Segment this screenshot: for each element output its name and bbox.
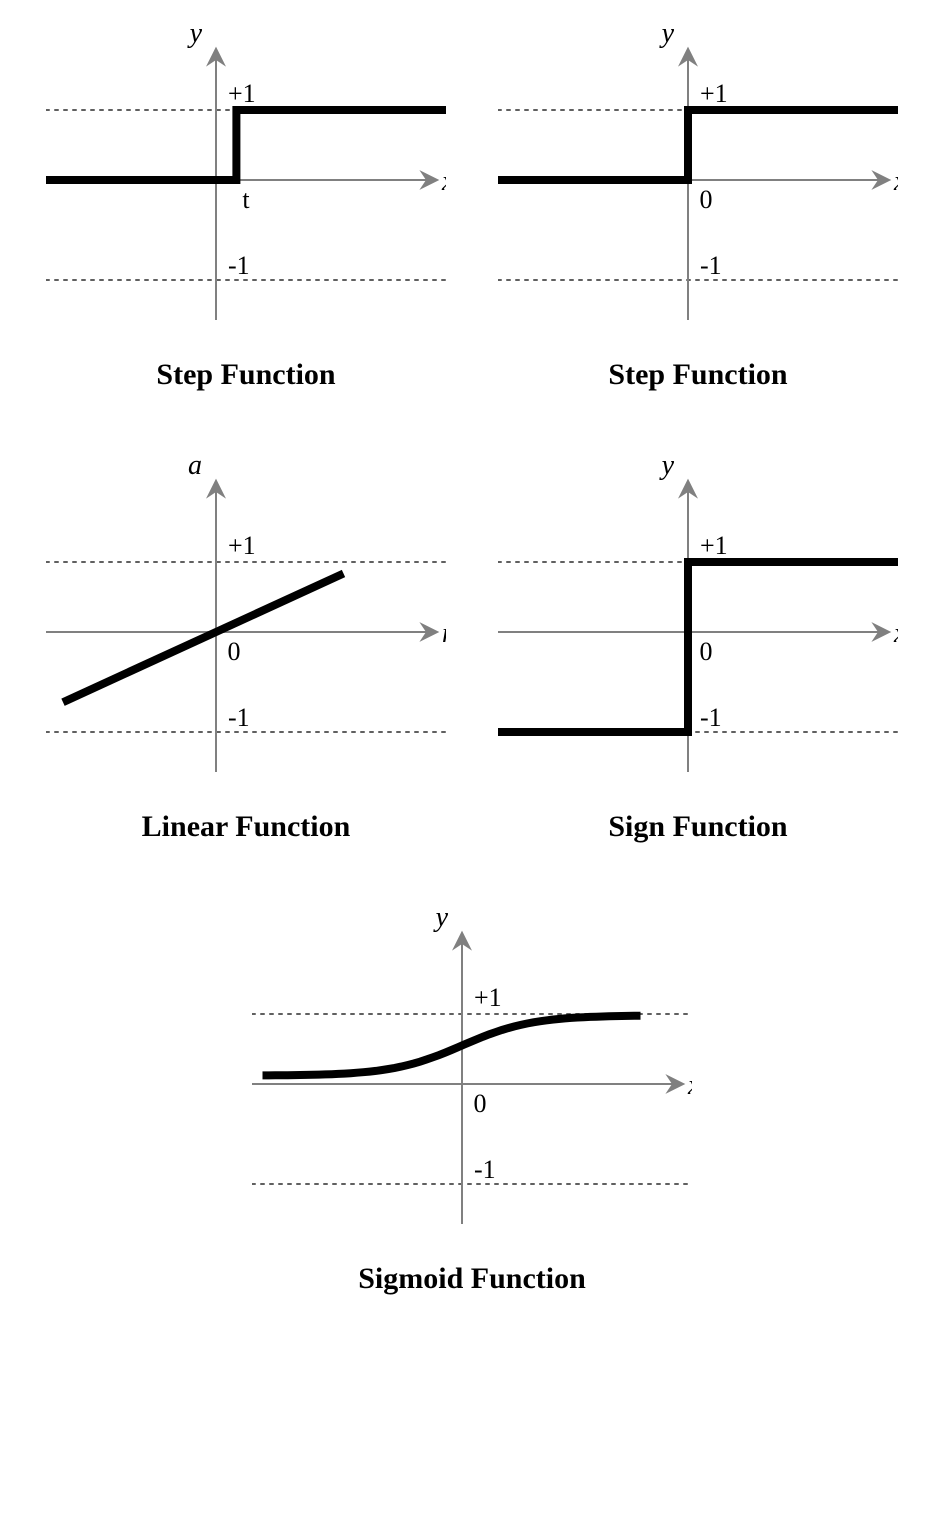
minus-one-label: -1 bbox=[700, 703, 722, 732]
title-linear: Linear Function bbox=[142, 810, 351, 844]
y-axis-label: a bbox=[188, 452, 202, 481]
origin-label: t bbox=[242, 185, 250, 214]
row-3: y x +1 -1 0 Sigmoid Function bbox=[20, 904, 924, 1296]
x-axis-label: x bbox=[893, 618, 898, 649]
y-axis-label: y bbox=[659, 20, 675, 49]
function-curve bbox=[498, 110, 898, 180]
row-1: y x +1 -1 t Step Function y x +1 -1 0 Step Funct… bbox=[20, 20, 924, 392]
plus-one-label: +1 bbox=[228, 531, 256, 560]
chart-sign: y x +1 -1 0 bbox=[498, 452, 898, 792]
x-axis-label: x bbox=[441, 166, 446, 197]
origin-label: 0 bbox=[228, 637, 241, 666]
row-2: a n +1 -1 0 Linear Function y x +1 -1 0 Sign Fun… bbox=[20, 452, 924, 844]
panel-sigmoid: y x +1 -1 0 Sigmoid Function bbox=[252, 904, 692, 1296]
title-sigmoid: Sigmoid Function bbox=[358, 1262, 586, 1296]
function-curve bbox=[46, 110, 446, 180]
panel-sign: y x +1 -1 0 Sign Function bbox=[498, 452, 898, 844]
x-axis-label: x bbox=[687, 1070, 692, 1101]
panel-step-0: y x +1 -1 0 Step Function bbox=[498, 20, 898, 392]
minus-one-label: -1 bbox=[228, 251, 250, 280]
origin-label: 0 bbox=[474, 1089, 487, 1118]
chart-linear: a n +1 -1 0 bbox=[46, 452, 446, 792]
origin-label: 0 bbox=[700, 185, 713, 214]
function-curve bbox=[498, 562, 898, 732]
function-curve bbox=[63, 574, 344, 703]
chart-step-t: y x +1 -1 t bbox=[46, 20, 446, 340]
y-axis-label: y bbox=[187, 20, 203, 49]
plus-one-label: +1 bbox=[700, 531, 728, 560]
function-curve bbox=[263, 1016, 641, 1076]
title-step-0: Step Function bbox=[608, 358, 787, 392]
page: y x +1 -1 t Step Function y x +1 -1 0 Step Funct… bbox=[0, 0, 944, 1396]
title-step-t: Step Function bbox=[156, 358, 335, 392]
x-axis-label: n bbox=[442, 618, 446, 649]
minus-one-label: -1 bbox=[700, 251, 722, 280]
chart-step-0: y x +1 -1 0 bbox=[498, 20, 898, 340]
y-axis-label: y bbox=[659, 452, 675, 481]
panel-linear: a n +1 -1 0 Linear Function bbox=[46, 452, 446, 844]
origin-label: 0 bbox=[700, 637, 713, 666]
y-axis-label: y bbox=[433, 904, 449, 933]
x-axis-label: x bbox=[893, 166, 898, 197]
panel-step-t: y x +1 -1 t Step Function bbox=[46, 20, 446, 392]
plus-one-label: +1 bbox=[228, 79, 256, 108]
minus-one-label: -1 bbox=[474, 1155, 496, 1184]
plus-one-label: +1 bbox=[474, 983, 502, 1012]
chart-sigmoid: y x +1 -1 0 bbox=[252, 904, 692, 1244]
title-sign: Sign Function bbox=[608, 810, 787, 844]
plus-one-label: +1 bbox=[700, 79, 728, 108]
minus-one-label: -1 bbox=[228, 703, 250, 732]
